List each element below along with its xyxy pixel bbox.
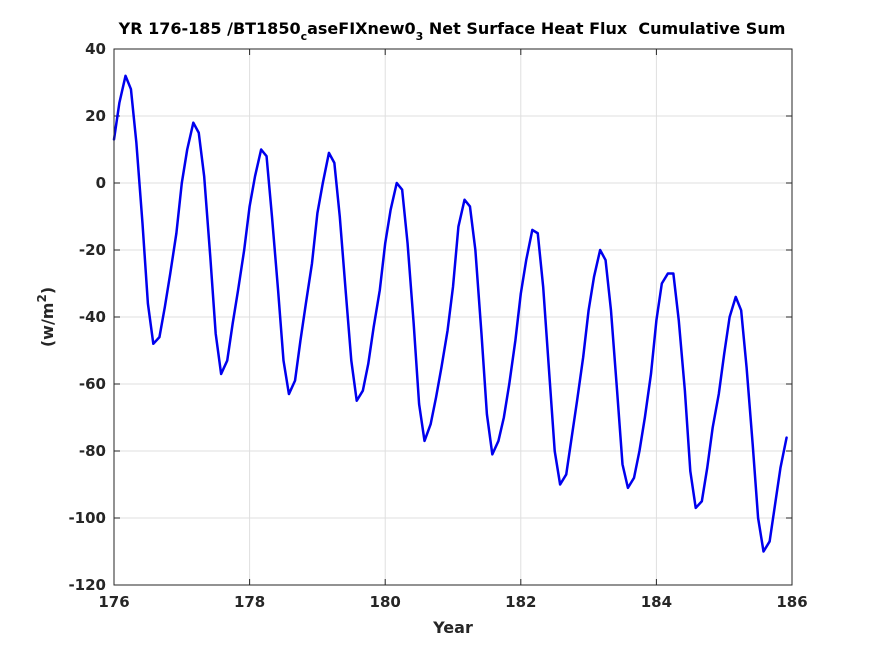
chart-title: YR 176-185 /BT1850caseFIXnew03 Net Surfa… (118, 19, 786, 43)
x-tick-label: 186 (776, 593, 807, 611)
y-tick-label: 0 (96, 174, 106, 192)
x-axis-label: Year (432, 618, 473, 637)
x-tick-label: 184 (641, 593, 672, 611)
tick-labels: 176 178 180 182 184 186 -120 -100 -80 -60 -40 -20 0 2… (68, 40, 807, 611)
y-tick-label: 20 (85, 107, 106, 125)
axes-box (113, 48, 793, 586)
y-tick-label: 40 (85, 40, 106, 58)
y-axis-label: (w/m2) (35, 287, 57, 347)
y-tick-label: -60 (79, 375, 106, 393)
y-tick-label: -20 (79, 241, 106, 259)
y-tick-label: -40 (79, 308, 106, 326)
y-tick-label: -120 (68, 576, 106, 594)
y-tick-label: -80 (79, 442, 106, 460)
y-tick-label: -100 (68, 509, 106, 527)
x-tick-label: 178 (234, 593, 265, 611)
x-tick-label: 182 (505, 593, 536, 611)
series-group (112, 74, 788, 553)
x-tick-label: 180 (370, 593, 401, 611)
x-tick-label: 176 (98, 593, 129, 611)
series-line (112, 74, 788, 553)
